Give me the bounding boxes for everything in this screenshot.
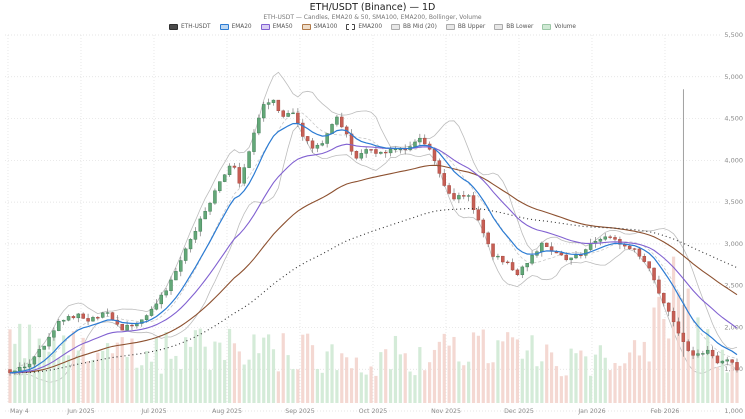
grid-layer: [5, 34, 722, 412]
x-tick-label: Feb 2026: [651, 408, 680, 415]
x-tick-label: Jul 2025: [140, 408, 166, 415]
y-tick-label: 3,500: [724, 198, 743, 206]
y-tick-label: 4,500: [724, 115, 743, 123]
ema20-line: [9, 122, 738, 374]
y-tick-label: 2,000: [724, 323, 743, 331]
volume-layer: [8, 256, 739, 403]
x-tick-label: Oct 2025: [359, 408, 387, 415]
x-tick-label: May 4: [10, 408, 29, 415]
bb-lower-line: [9, 125, 738, 383]
x-tick-label: Jun 2025: [66, 408, 94, 415]
bb-mid-line: [9, 110, 738, 374]
y-tick-label: 2,500: [724, 282, 743, 290]
y-tick-label: 5,000: [724, 73, 743, 81]
bb-upper-line: [9, 71, 738, 374]
y-tick-label: 1,000: [724, 407, 743, 415]
x-tick-label: Nov 2025: [431, 408, 461, 415]
candles-layer: [8, 89, 739, 376]
ma-layer: [9, 122, 738, 374]
x-tick-label: Aug 2025: [212, 408, 242, 415]
ema200-line: [9, 207, 738, 374]
x-tick-label: Sep 2025: [285, 408, 314, 415]
x-tick-label: Dec 2025: [504, 408, 534, 415]
ema50-line: [9, 143, 738, 374]
y-tick-label: 4,000: [724, 156, 743, 164]
sma100-line: [9, 164, 738, 374]
x-tick-label: Jan 2026: [577, 408, 605, 415]
x-axis-labels: May 4 Jun 2025 Jul 2025 Aug 2025 Sep 2025 Oct…: [10, 408, 679, 415]
y-tick-label: 5,500: [724, 31, 743, 39]
y-tick-label: 3,000: [724, 240, 743, 248]
